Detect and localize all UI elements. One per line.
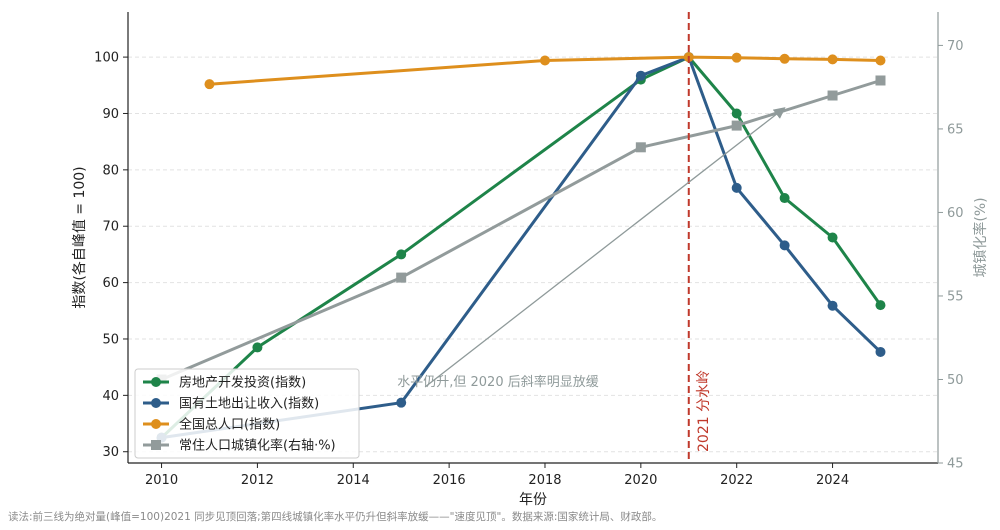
legend-swatch-marker xyxy=(151,419,161,429)
y2-tick-label: 70 xyxy=(947,39,964,54)
data-point xyxy=(875,75,886,86)
legend-swatch-marker xyxy=(151,440,161,450)
legend-swatch-marker xyxy=(151,398,161,408)
y-axis-title: 指数(各自峰值 = 100) xyxy=(72,166,88,308)
y2-tick-label: 55 xyxy=(947,289,964,304)
data-point xyxy=(875,346,886,357)
data-point xyxy=(252,342,263,353)
annotation-arrow xyxy=(424,107,786,388)
y-tick-label: 40 xyxy=(102,389,119,404)
data-point xyxy=(731,52,742,63)
data-point xyxy=(779,240,790,251)
data-point xyxy=(827,54,838,65)
axes: 30 40 50 60 70 80 90 100 45 50 55 60 65 70 2010 2012 201… xyxy=(94,12,964,488)
y-tick-label: 80 xyxy=(102,163,119,178)
x-axis-title: 年份 xyxy=(519,492,547,508)
data-point xyxy=(635,70,646,81)
legend-label: 国有土地出让收入(指数) xyxy=(179,397,319,412)
legend-swatch-marker xyxy=(151,377,161,387)
data-point xyxy=(779,193,790,204)
data-point xyxy=(731,120,742,131)
series-line xyxy=(161,55,882,440)
y2-tick-label: 50 xyxy=(947,373,964,388)
y-tick-label: 70 xyxy=(102,220,119,235)
y-tick-label: 50 xyxy=(102,332,119,347)
x-tick-label: 2010 xyxy=(145,473,178,488)
data-point xyxy=(779,53,790,64)
divider-label: 2021 分水岭 xyxy=(696,370,712,452)
data-point xyxy=(731,182,742,193)
data-point xyxy=(827,90,838,101)
y-tick-label: 100 xyxy=(94,51,119,66)
legend-box xyxy=(134,368,360,459)
data-point xyxy=(827,300,838,311)
series-layer xyxy=(156,52,886,443)
x-tick-label: 2014 xyxy=(337,473,370,488)
data-point xyxy=(204,79,215,90)
data-point xyxy=(875,300,886,311)
footnote: 读法:前三线为绝对量(峰值=100)2021 同步见顶回落;第四线城镇化率水平仍… xyxy=(8,511,663,523)
y2-tick-label: 45 xyxy=(947,457,964,472)
x-tick-label: 2016 xyxy=(433,473,466,488)
data-point xyxy=(539,55,550,66)
legend-label: 房地产开发投资(指数) xyxy=(179,375,306,391)
legend-label: 常住人口城镇化率(右轴·%) xyxy=(179,438,336,454)
x-tick-label: 2022 xyxy=(720,473,753,488)
data-point xyxy=(827,232,838,243)
y2-axis-title: 城镇化率(%) xyxy=(972,197,989,277)
y2-tick-label: 60 xyxy=(947,206,964,221)
data-point xyxy=(396,272,407,283)
legend: 房地产开发投资(指数) 国有土地出让收入(指数) 全国总人口(指数) 常住人口城镇化率… xyxy=(134,368,360,459)
x-tick-label: 2012 xyxy=(241,473,274,488)
legend-label: 全国总人口(指数) xyxy=(179,417,280,433)
data-point xyxy=(731,108,742,119)
data-point xyxy=(396,249,407,260)
annotation-layer: 2021 分水岭 水平仍升,但 2020 后斜率明显放缓 xyxy=(397,12,786,463)
x-tick-label: 2018 xyxy=(528,473,561,488)
data-point xyxy=(635,142,646,153)
x-tick-label: 2020 xyxy=(624,473,657,488)
data-point xyxy=(875,55,886,66)
x-tick-label: 2024 xyxy=(816,473,849,488)
data-point xyxy=(396,397,407,408)
y-tick-label: 30 xyxy=(102,445,119,460)
y-tick-label: 90 xyxy=(102,107,119,122)
y-tick-label: 60 xyxy=(102,276,119,291)
y2-tick-label: 65 xyxy=(947,122,964,137)
annotation-text: 水平仍升,但 2020 后斜率明显放缓 xyxy=(397,374,598,390)
